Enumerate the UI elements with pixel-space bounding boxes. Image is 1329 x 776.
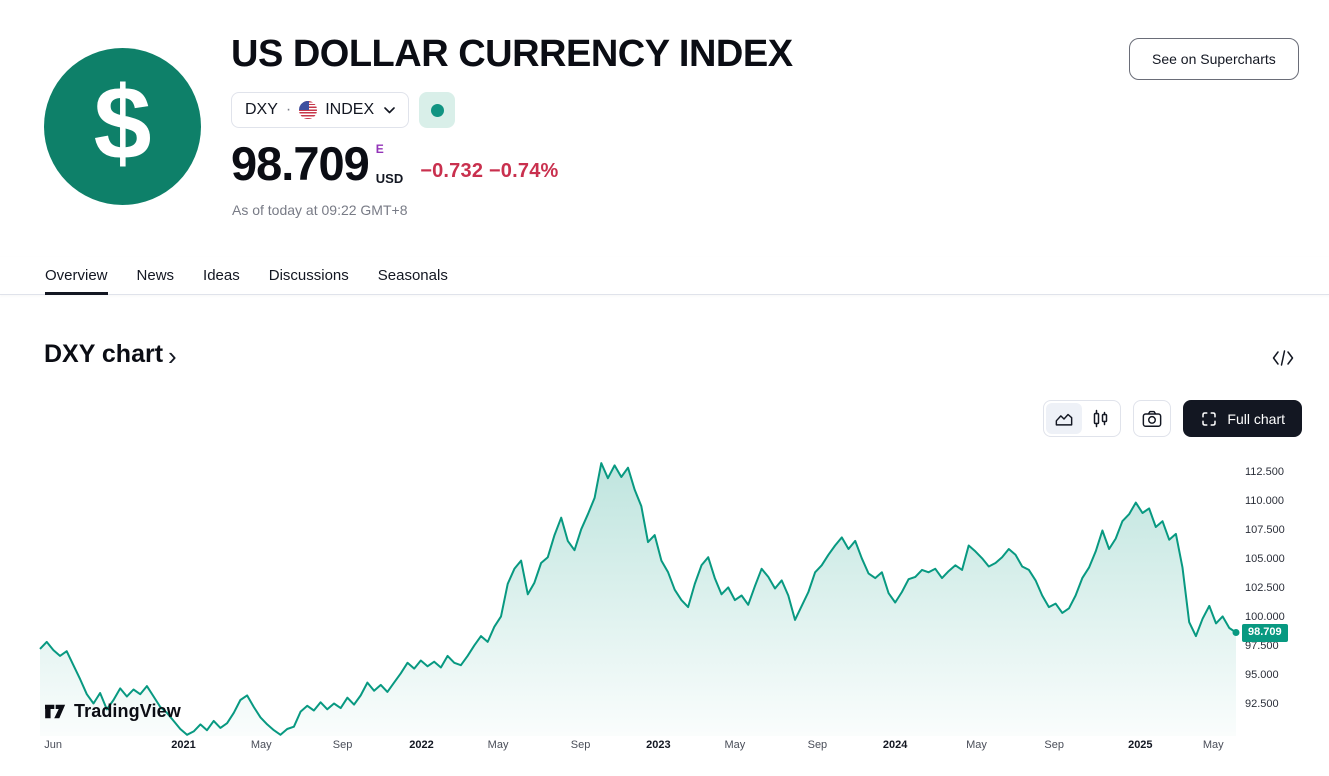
price-change: −0.732 −0.74% xyxy=(420,160,558,188)
chart-section-heading: DXY chart xyxy=(44,340,164,368)
time-axis-tick: Sep xyxy=(570,739,591,751)
market-status-indicator[interactable] xyxy=(419,92,456,128)
price-area-svg xyxy=(39,462,1240,736)
fullscreen-icon xyxy=(1202,411,1217,426)
area-chart-icon xyxy=(1056,413,1073,426)
price-chart-plot[interactable] xyxy=(39,448,1240,736)
time-axis-tick: Jun xyxy=(44,739,63,751)
price-line xyxy=(39,462,1237,736)
time-axis-tick: 2021 xyxy=(171,739,196,751)
time-axis-tick: Sep xyxy=(807,739,828,751)
price-axis-tick: 112.500 xyxy=(1245,465,1284,478)
time-axis-tick: 2025 xyxy=(1128,739,1153,751)
tab-overview[interactable]: Overview xyxy=(45,257,108,295)
tradingview-logo-icon xyxy=(45,704,66,719)
candlestick-icon xyxy=(1094,409,1108,427)
price-axis-tick: 95.000 xyxy=(1245,669,1279,682)
chevron-down-icon xyxy=(384,106,395,113)
symbol-ticker: DXY xyxy=(245,101,278,118)
price-axis-tick: 110.000 xyxy=(1245,494,1284,507)
time-axis-tick: May xyxy=(966,739,987,751)
area-fill xyxy=(40,463,1236,736)
price-axis-tick: 92.500 xyxy=(1245,698,1279,711)
full-chart-label: Full chart xyxy=(1227,410,1285,427)
eod-data-flag: E xyxy=(375,142,384,157)
symbol-separator: · xyxy=(285,101,292,118)
camera-icon xyxy=(1143,410,1162,427)
time-axis-tick: May xyxy=(487,739,509,751)
price-axis[interactable]: 112.500 110.000 107.500 105.000 102.500 100.0… xyxy=(1245,448,1325,736)
price-axis-tick: 102.500 xyxy=(1245,582,1285,595)
last-price-badge: 98.709 xyxy=(1242,623,1288,642)
time-axis-tick: Sep xyxy=(332,739,353,751)
chart-section-link[interactable]: DXY chart › xyxy=(44,340,177,369)
time-axis-tick: May xyxy=(250,739,272,751)
embed-code-icon[interactable] xyxy=(1268,344,1298,372)
dollar-sign-glyph: $ xyxy=(93,65,152,182)
price-axis-tick: 107.500 xyxy=(1245,523,1285,536)
tab-ideas[interactable]: Ideas xyxy=(203,267,240,284)
as-of-timestamp: As of today at 09:22 GMT+8 xyxy=(232,202,408,218)
change-percent: −0.74% xyxy=(488,160,559,183)
time-axis-tick: 2024 xyxy=(882,739,908,751)
price-flags: E USD xyxy=(376,142,403,188)
change-absolute: −0.732 xyxy=(420,160,484,183)
see-on-supercharts-button[interactable]: See on Supercharts xyxy=(1129,38,1299,80)
price-row: 98.709 E USD −0.732 −0.74% xyxy=(231,137,559,190)
tradingview-watermark: TradingView xyxy=(45,701,181,722)
time-axis-tick: Sep xyxy=(1044,739,1064,751)
full-chart-button[interactable]: Full chart xyxy=(1183,400,1302,437)
price-axis-tick: 97.500 xyxy=(1245,640,1279,653)
us-flag-icon xyxy=(299,101,318,119)
symbol-selector[interactable]: DXY · INDEX xyxy=(231,92,410,128)
page-title: US DOLLAR CURRENCY INDEX xyxy=(231,33,793,75)
last-price-dot xyxy=(1232,629,1240,636)
market-open-dot-icon xyxy=(430,103,444,117)
price-axis-tick: 100.000 xyxy=(1245,611,1285,624)
symbol-row: DXY · INDEX xyxy=(231,92,456,128)
chart-type-switch xyxy=(1043,400,1122,437)
tab-discussions[interactable]: Discussions xyxy=(268,267,349,284)
time-axis-tick: May xyxy=(724,739,746,751)
last-price: 98.709 xyxy=(231,137,370,190)
chart-toolbar: Full chart xyxy=(1043,400,1302,437)
time-axis-tick: May xyxy=(1202,739,1224,751)
time-axis-tick: 2022 xyxy=(409,739,434,751)
last-price-badge-value: 98.709 xyxy=(1248,625,1282,638)
usd-index-logo: $ xyxy=(44,48,201,205)
time-axis-tick: 2023 xyxy=(646,739,671,751)
time-axis[interactable]: Jun 2021 May Sep 2022 May Sep 2023 May Sep 2024 May… xyxy=(40,739,1236,759)
tab-seasonals[interactable]: Seasonals xyxy=(377,267,448,284)
snapshot-button[interactable] xyxy=(1133,400,1172,437)
area-chart-type-button[interactable] xyxy=(1046,403,1083,434)
section-tabs: Overview News Ideas Discussions Seasonal… xyxy=(0,257,1329,295)
price-axis-tick: 105.000 xyxy=(1245,552,1285,565)
tradingview-watermark-text: TradingView xyxy=(74,701,181,721)
candles-chart-type-button[interactable] xyxy=(1082,403,1118,434)
market-label: INDEX xyxy=(325,101,375,118)
chevron-right-icon: › xyxy=(168,340,177,371)
tab-news[interactable]: News xyxy=(136,267,175,284)
currency-label: USD xyxy=(375,171,404,187)
